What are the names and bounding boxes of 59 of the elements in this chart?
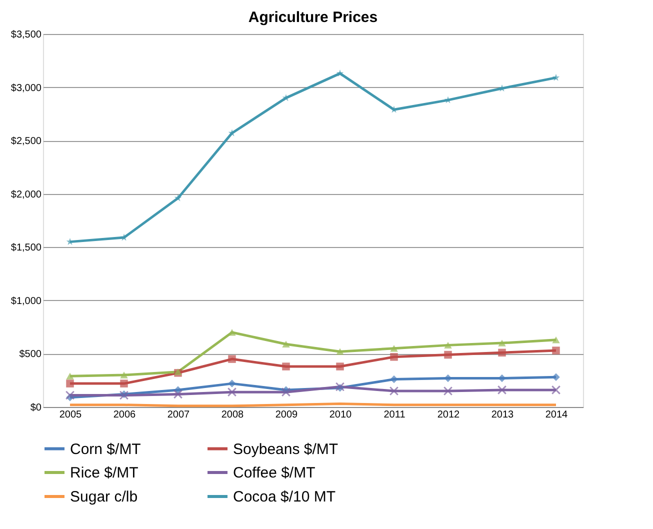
- point: [444, 350, 452, 359]
- x-tick-label: 2012: [437, 410, 460, 420]
- legend-label: Corn $/MT: [70, 440, 141, 458]
- point: [552, 373, 560, 382]
- point: [498, 348, 506, 357]
- y-tick-label: $1,000: [10, 296, 42, 307]
- chart-title: Agriculture Prices: [248, 9, 378, 26]
- point: [66, 380, 74, 388]
- x-tick-label: 2008: [221, 410, 244, 420]
- legend-label: Cocoa $/10 MT: [233, 488, 336, 506]
- point: [282, 340, 290, 348]
- x-tick-label: 2014: [545, 410, 568, 420]
- x-tick-label: 2010: [329, 410, 352, 420]
- y-tick-label: $3,500: [10, 30, 42, 40]
- x-tick-label: 2013: [491, 410, 514, 420]
- point: [390, 375, 398, 384]
- point: [120, 372, 128, 378]
- x-tick-label: 2009: [275, 410, 298, 420]
- point: [228, 380, 236, 388]
- legend-label: Coffee $/MT: [233, 464, 316, 482]
- point: [497, 385, 507, 395]
- point: [552, 74, 560, 81]
- y-tick-label: $2,000: [10, 189, 42, 200]
- point: [390, 353, 398, 361]
- point: [336, 70, 344, 77]
- point: [228, 129, 236, 136]
- point: [552, 346, 560, 354]
- legend-label: Rice $/MT: [70, 464, 138, 482]
- x-tick-label: 2007: [167, 410, 190, 420]
- point: [551, 385, 561, 395]
- point: [120, 380, 128, 388]
- point: [444, 342, 452, 349]
- point: [174, 194, 182, 202]
- legend-label: Sugar c/lb: [70, 488, 138, 506]
- y-tick-label: $3,000: [10, 82, 42, 94]
- point: [336, 362, 344, 370]
- y-tick-label: $1,500: [10, 242, 42, 254]
- x-tick-label: 2011: [384, 410, 406, 420]
- point: [65, 390, 75, 400]
- point: [390, 345, 398, 352]
- point: [228, 355, 236, 363]
- point: [173, 390, 183, 399]
- point: [498, 340, 506, 346]
- x-tick-label: 2005: [59, 410, 82, 420]
- y-tick-label: $0: [30, 402, 42, 414]
- point: [227, 387, 237, 397]
- x-tick-label: 2006: [113, 410, 136, 420]
- legend-label: Soybeans $/MT: [233, 440, 338, 458]
- y-tick-label: $500: [19, 349, 42, 360]
- point: [389, 386, 399, 396]
- point: [336, 348, 344, 355]
- point: [443, 386, 453, 396]
- point: [120, 234, 128, 241]
- point: [282, 362, 290, 370]
- y-tick-label: $2,500: [10, 136, 42, 148]
- point: [228, 329, 236, 336]
- point: [66, 372, 74, 380]
- point: [281, 387, 291, 397]
- point: [552, 336, 560, 344]
